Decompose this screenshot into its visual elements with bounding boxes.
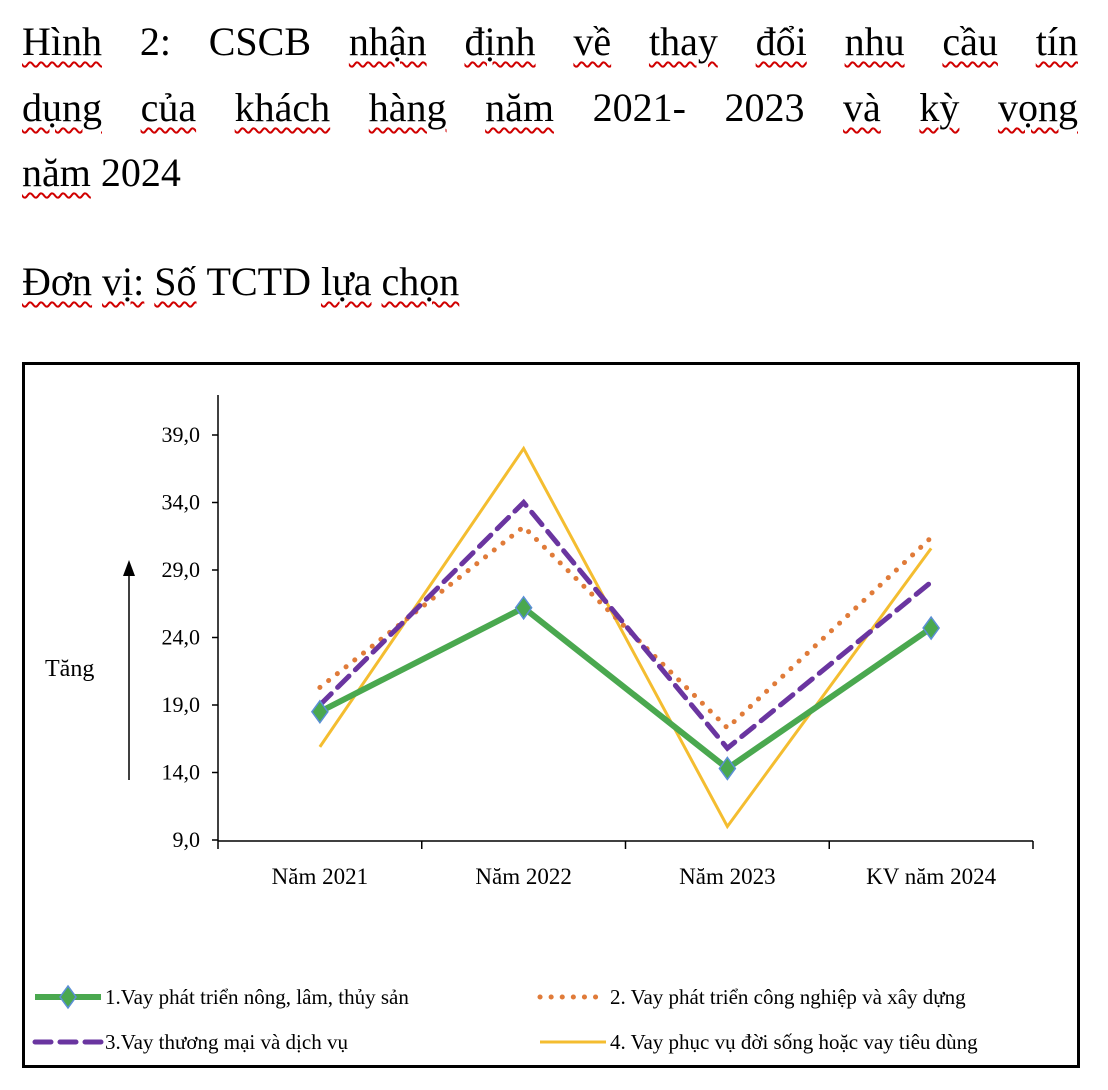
title-word: nhu xyxy=(844,19,905,64)
title-word: Hình xyxy=(22,19,102,64)
unit-line: Đơn vị: Số TCTD lựa chọn xyxy=(22,262,1078,302)
legend-marker-icon xyxy=(59,984,77,1010)
title-word: khách xyxy=(234,85,331,130)
title-word: đổi xyxy=(755,19,807,64)
title-word: và xyxy=(843,85,881,130)
title-word: 2: xyxy=(139,19,171,64)
y-tick-label: 9,0 xyxy=(173,827,201,852)
title-word: định xyxy=(464,19,536,64)
y-tick-label: 29,0 xyxy=(162,557,201,582)
x-tick-label: Năm 2022 xyxy=(475,864,571,889)
chart-frame xyxy=(22,362,1080,1068)
y-tick-label: 24,0 xyxy=(162,625,201,650)
title-word: thay xyxy=(648,19,718,64)
title-word: 2021- xyxy=(592,85,686,130)
title-word: Đơn xyxy=(22,259,93,304)
y-tick-label: 19,0 xyxy=(162,692,201,717)
data-point-marker xyxy=(718,756,737,781)
title-word: 2023 xyxy=(724,85,805,130)
legend-label-3: 3.Vay thương mại và dịch vụ xyxy=(105,1030,348,1054)
title-word: năm xyxy=(22,150,91,195)
legend-label-1: 1.Vay phát triển nông, lâm, thủy sản xyxy=(105,985,409,1009)
y-tick-label: 14,0 xyxy=(162,760,201,785)
figure-title-line-1: Hình 2: CSCB nhận định về thay đổi nhu cầu tín xyxy=(22,22,1078,62)
data-point-marker xyxy=(922,615,941,641)
title-word: Số xyxy=(154,259,197,304)
figure-title-line-3: năm 2024 xyxy=(22,153,1078,193)
data-point-marker xyxy=(310,699,329,725)
x-tick-label: KV năm 2024 xyxy=(866,864,996,889)
figure-title-line-2: dụng của khách hàng năm 2021- 2023 và kỳ vọng xyxy=(22,88,1078,128)
title-word: lựa xyxy=(320,259,372,304)
title-word: vọng xyxy=(997,85,1078,130)
x-tick-label: Năm 2021 xyxy=(272,864,368,889)
title-word: TCTD xyxy=(206,259,311,304)
series-line-3 xyxy=(317,498,934,752)
title-word: về xyxy=(573,19,612,64)
title-word: tín xyxy=(1035,19,1078,64)
title-word: kỳ xyxy=(919,85,960,130)
legend-label-4: 4. Vay phục vụ đời sống hoặc vay tiêu dù… xyxy=(610,1030,978,1054)
legend-label-2: 2. Vay phát triển công nghiệp và xây dựn… xyxy=(610,985,966,1009)
title-word: vị: xyxy=(102,259,145,304)
series-line-4 xyxy=(318,445,933,830)
title-word: hàng xyxy=(368,85,447,130)
title-word: CSCB xyxy=(208,19,312,64)
title-word: nhận xyxy=(348,19,427,64)
x-tick-label: Năm 2023 xyxy=(679,864,775,889)
title-word: chọn xyxy=(381,259,460,304)
title-word: của xyxy=(140,85,197,130)
y-axis-label: Tăng xyxy=(45,656,94,682)
y-tick-label: 34,0 xyxy=(162,490,201,515)
data-point-marker xyxy=(514,595,533,621)
y-tick-label: 39,0 xyxy=(162,422,201,447)
title-word: năm xyxy=(485,85,554,130)
title-word: cầu xyxy=(942,19,998,64)
series-line-1 xyxy=(318,604,933,773)
title-word: dụng xyxy=(22,85,102,130)
title-word: 2024 xyxy=(100,150,181,195)
up-arrow-icon xyxy=(123,560,135,576)
